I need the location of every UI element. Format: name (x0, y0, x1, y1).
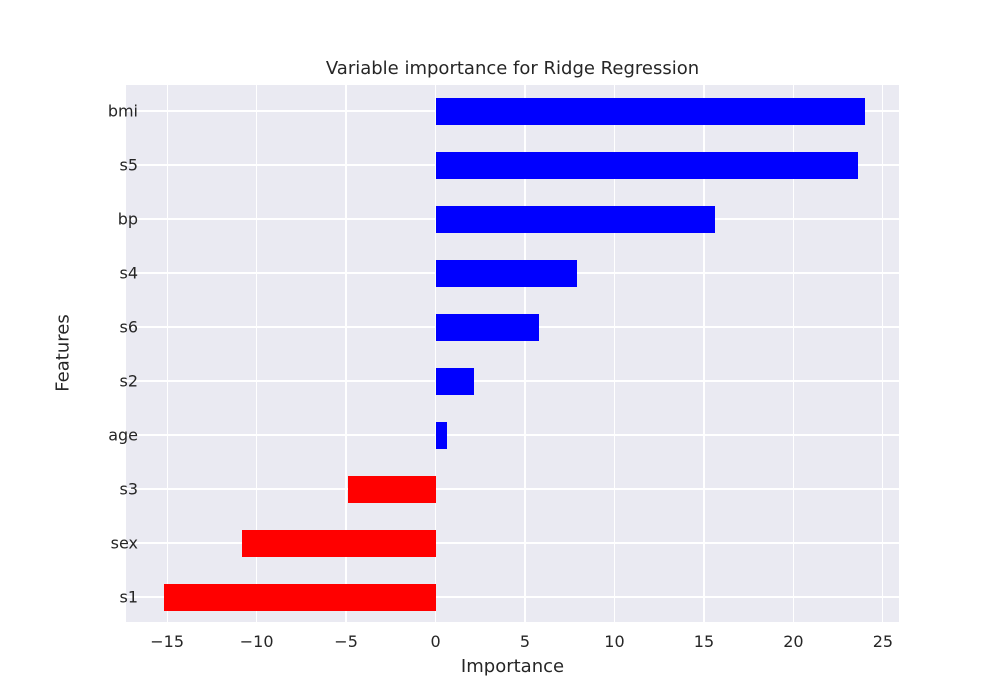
x-tick-label: 25 (872, 632, 894, 651)
grid-line-y (126, 488, 899, 490)
x-tick-label: 5 (519, 632, 531, 651)
x-tick-label: 0 (430, 632, 441, 651)
x-tick-label: 10 (604, 632, 625, 651)
bar-s3 (347, 475, 436, 503)
y-axis-label: Features (52, 314, 74, 392)
y-tick-label: bp (117, 209, 138, 229)
plot-area (126, 85, 899, 622)
y-tick-label: s3 (119, 479, 138, 499)
grid-line-x (792, 85, 795, 622)
y-tick-label: s5 (119, 155, 138, 175)
grid-line-x (345, 85, 347, 622)
grid-line-x (882, 85, 884, 622)
bar-s4 (435, 259, 577, 287)
bar-s2 (435, 367, 475, 395)
grid-line-x (256, 85, 258, 622)
bar-bmi (435, 97, 865, 125)
bar-bp (435, 205, 715, 233)
x-tick-label: 20 (783, 632, 804, 651)
x-tick-label: −5 (334, 632, 358, 651)
chart-title: Variable importance for Ridge Regression (325, 58, 700, 79)
y-tick-label: sex (110, 533, 138, 553)
x-axis-label: Importance (460, 656, 565, 677)
y-tick-label: s1 (119, 587, 138, 607)
grid-line-x (613, 85, 616, 622)
grid-line-x (434, 85, 437, 622)
bar-sex (242, 529, 436, 557)
y-tick-label: s6 (119, 317, 138, 337)
bar-age (435, 421, 448, 449)
bar-s5 (435, 151, 858, 179)
x-tick-label: −15 (150, 632, 185, 651)
x-tick-label: 15 (693, 632, 715, 651)
y-tick-label: s2 (119, 371, 138, 391)
grid-line-x (166, 85, 168, 622)
grid-line-y (126, 596, 899, 598)
bar-s1 (163, 583, 436, 611)
grid-line-y (126, 434, 899, 436)
x-tick-label: −10 (239, 632, 274, 651)
grid-line-y (126, 380, 899, 382)
y-tick-label: bmi (107, 101, 138, 121)
bar-s6 (435, 313, 540, 341)
y-tick-label: age (108, 425, 138, 445)
grid-line-y (126, 542, 899, 544)
y-tick-label: s4 (119, 263, 138, 283)
grid-line-x (703, 85, 705, 622)
grid-line-x (524, 85, 526, 622)
